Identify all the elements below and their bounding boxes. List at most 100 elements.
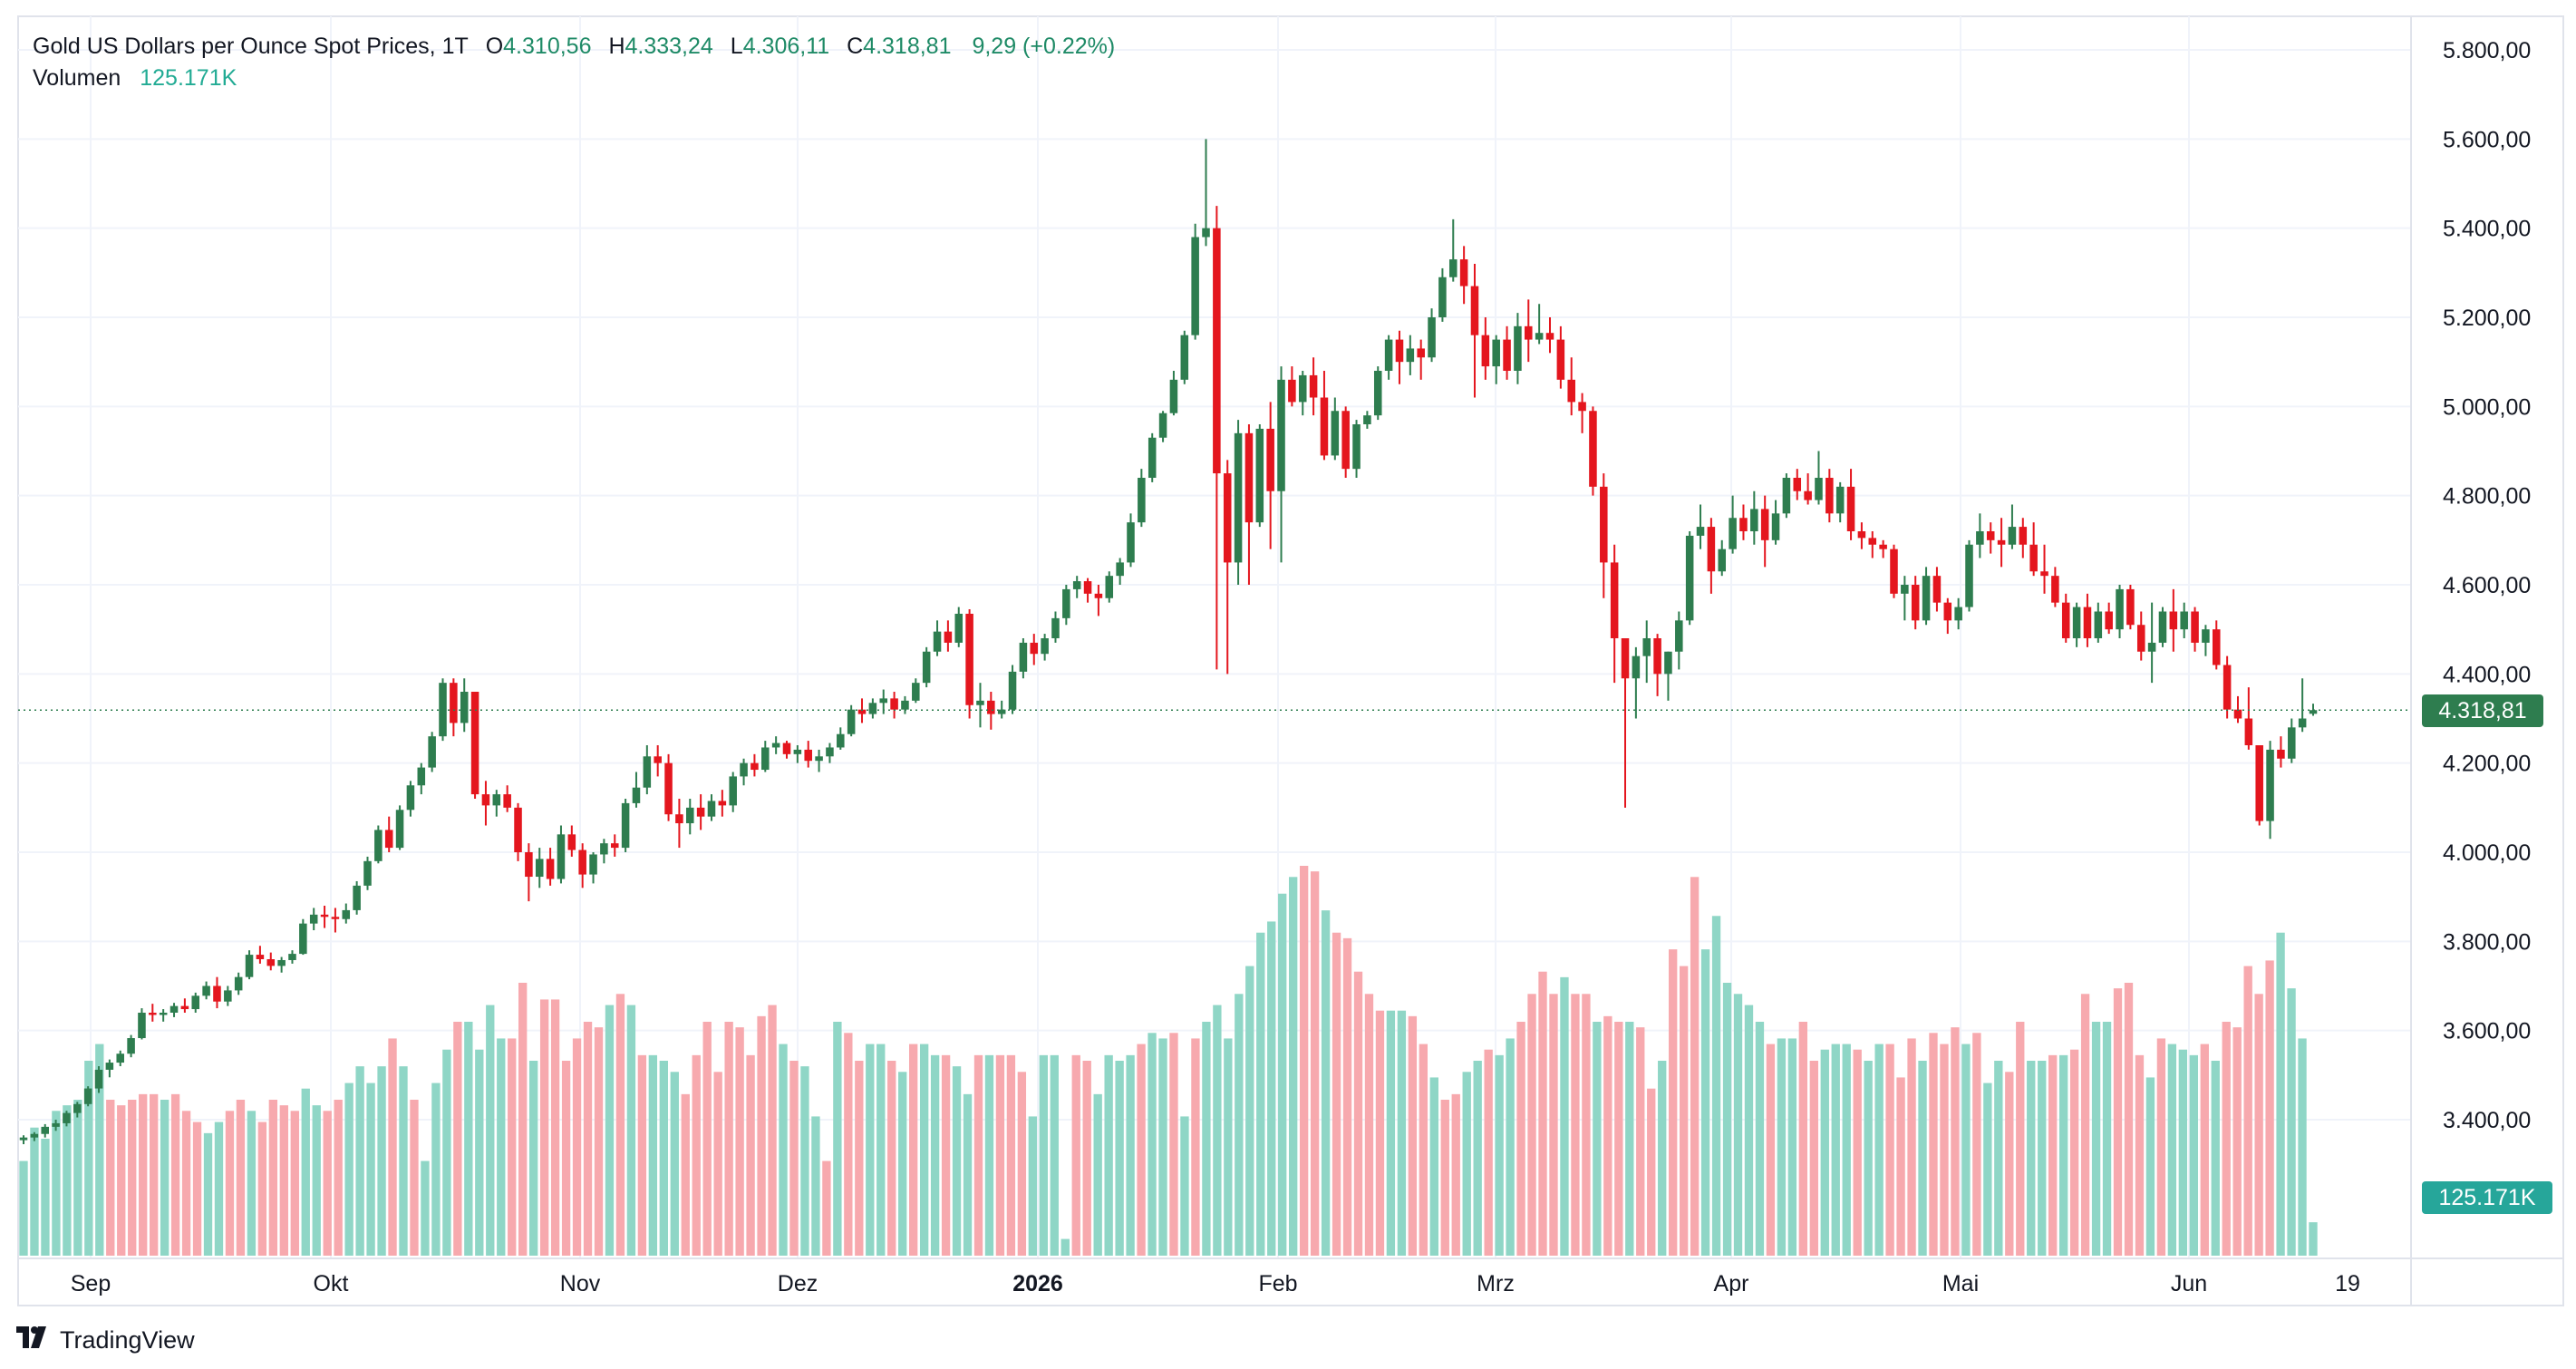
- volume-bar: [1549, 994, 1558, 1256]
- volume-bar: [2167, 1044, 2177, 1256]
- candle-body: [610, 843, 619, 849]
- volume-tag: 125.171K: [2422, 1181, 2552, 1214]
- volume-bar: [2265, 960, 2274, 1256]
- volume-bar: [2189, 1054, 2198, 1256]
- candle-body: [481, 794, 490, 806]
- candle-body: [793, 749, 802, 754]
- candle-body: [1846, 486, 1855, 531]
- volume-bar: [822, 1160, 831, 1256]
- candle-body: [2136, 625, 2145, 652]
- volume-bar: [887, 1061, 896, 1256]
- candle-body: [169, 1005, 179, 1013]
- price-axis[interactable]: 5.800,00 5.600,00 5.400,00 5.200,00 5.000,00…: [2443, 38, 2531, 1133]
- candle-body: [2019, 527, 2028, 545]
- candle-body: [470, 692, 479, 795]
- candle-body: [1019, 642, 1028, 672]
- volume-bar: [1278, 893, 1287, 1256]
- candle-body: [2072, 607, 2081, 638]
- volume-bar: [2145, 1077, 2155, 1256]
- candle-body: [1556, 339, 1565, 380]
- volume-bar: [214, 1121, 224, 1256]
- candle-body: [2116, 588, 2124, 630]
- candle-body: [751, 762, 759, 771]
- grid-lines: [18, 16, 2411, 1258]
- candle-body: [1459, 259, 1468, 286]
- candle-body: [1696, 527, 1705, 536]
- candle-body: [1578, 402, 1586, 412]
- y-tick-label: 5.800,00: [2443, 38, 2531, 63]
- time-axis[interactable]: Sep Okt Nov Dez 2026 Feb Mrz Apr Mai Jun 19: [71, 1271, 2360, 1296]
- candle-body: [450, 683, 458, 723]
- volume-bar: [2016, 1022, 2025, 1256]
- volume-bar: [1907, 1038, 1916, 1256]
- volume-bar: [1777, 1038, 1787, 1256]
- candle-body: [83, 1088, 92, 1104]
- volume-bar: [431, 1083, 441, 1256]
- y-tick-label: 4.400,00: [2443, 662, 2531, 687]
- volume-bar: [2309, 1222, 2318, 1256]
- candle-body: [2180, 611, 2188, 630]
- candle-body: [707, 801, 716, 817]
- volume-bar: [334, 1100, 343, 1256]
- volume-bar: [789, 1061, 799, 1256]
- candle-body: [395, 810, 404, 849]
- candle-body: [1621, 638, 1630, 679]
- change-value: 9,29 (+0.22%): [972, 34, 1116, 59]
- candle-body: [1782, 478, 1791, 514]
- volume-bar: [1342, 937, 1352, 1256]
- open-label: O: [485, 34, 504, 59]
- ohlc-row: Gold US Dollars per Ounce Spot Prices, 1…: [33, 31, 1119, 63]
- candle-body: [1943, 602, 1952, 621]
- candle-body: [384, 830, 393, 849]
- candle-body: [1105, 576, 1114, 598]
- candle-body: [1094, 593, 1103, 598]
- x-tick-label: Mai: [1942, 1271, 1979, 1296]
- candle-body: [428, 736, 436, 768]
- candle-body: [1685, 535, 1694, 621]
- high-value: 4.333,24: [625, 34, 713, 59]
- candle-body: [299, 923, 307, 955]
- candle-body: [1879, 544, 1887, 549]
- volume-bar: [866, 1044, 875, 1256]
- candle-body: [1492, 339, 1500, 367]
- candle-body: [2029, 544, 2038, 572]
- candle-body: [1223, 473, 1232, 563]
- volume-label[interactable]: Volumen: [33, 65, 121, 91]
- candle-body: [2233, 709, 2242, 719]
- candle-body: [1041, 638, 1049, 655]
- volume-bar: [1593, 1022, 1602, 1256]
- candle-body: [621, 802, 630, 849]
- candle-body: [1309, 374, 1318, 398]
- volume-bar: [1484, 1049, 1493, 1256]
- candle-body: [159, 1013, 168, 1015]
- candle-body: [2191, 611, 2199, 643]
- candle-body: [1890, 549, 1898, 594]
- candle-body: [105, 1063, 114, 1070]
- volume-bar: [117, 1105, 126, 1256]
- volume-bar: [453, 1022, 462, 1256]
- volume-bar: [290, 1111, 299, 1256]
- volume-bar: [2113, 988, 2123, 1256]
- candle-body: [879, 698, 888, 704]
- candle-body: [1901, 585, 1909, 594]
- volume-bar: [52, 1111, 61, 1256]
- volume-bar: [2178, 1049, 2188, 1256]
- volume-bar: [1289, 877, 1298, 1256]
- volume-bar: [1809, 1061, 1818, 1256]
- volume-bar: [323, 1111, 332, 1256]
- volume-bar: [952, 1066, 962, 1256]
- candle-body: [1589, 411, 1597, 487]
- x-tick-label: Dez: [778, 1271, 818, 1296]
- tradingview-brand[interactable]: TradingView: [16, 1322, 195, 1358]
- volume-bar: [637, 1054, 647, 1256]
- candle-body: [2147, 642, 2156, 652]
- volume-bar: [106, 1100, 115, 1256]
- volume-bar: [583, 1022, 593, 1256]
- price-tag-bg: [2422, 694, 2543, 727]
- candle-body: [1051, 617, 1060, 638]
- volume-bar: [692, 1054, 701, 1256]
- candle-body: [987, 700, 995, 714]
- symbol-title[interactable]: Gold US Dollars per Ounce Spot Prices, 1…: [33, 34, 469, 59]
- volume-bar: [941, 1054, 951, 1256]
